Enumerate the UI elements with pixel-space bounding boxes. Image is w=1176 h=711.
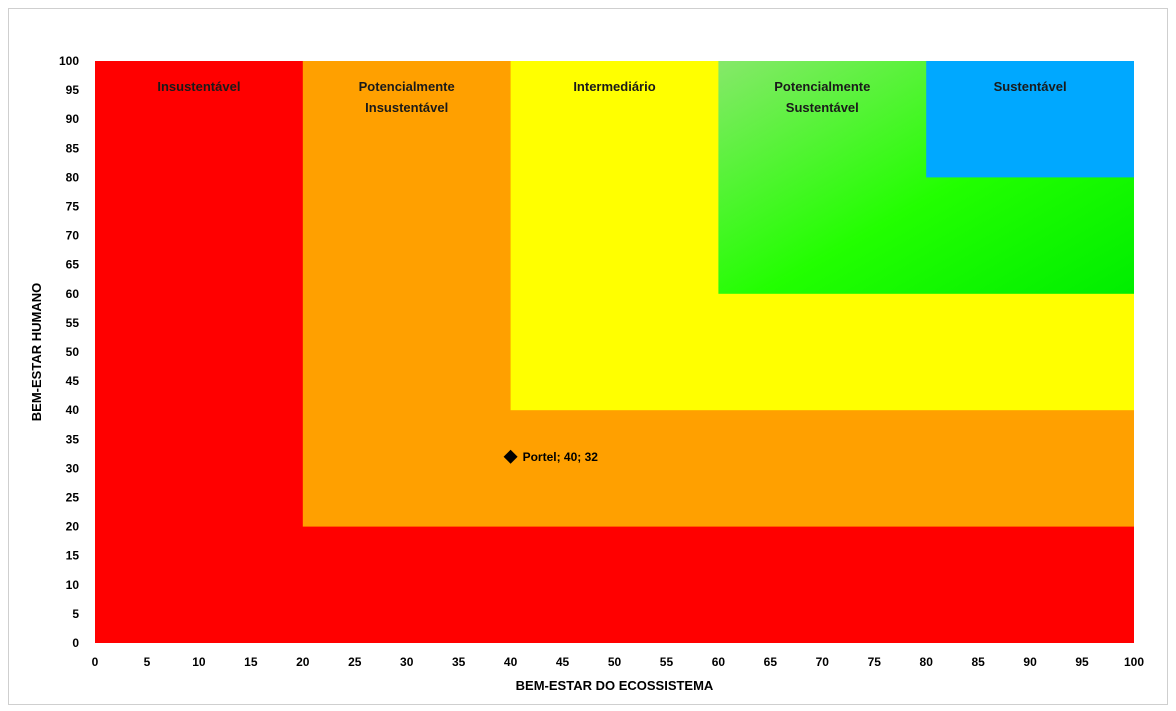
y-tick-label: 30 xyxy=(66,461,80,475)
y-tick-label: 10 xyxy=(66,578,80,592)
x-tick-label: 70 xyxy=(816,655,830,669)
y-tick-label: 15 xyxy=(66,549,80,563)
x-tick-label: 25 xyxy=(348,655,362,669)
y-tick-label: 95 xyxy=(66,83,80,97)
x-tick-label: 90 xyxy=(1023,655,1037,669)
y-tick-label: 0 xyxy=(72,636,79,650)
zone-label-5: Sustentável xyxy=(994,79,1067,94)
zone-label-4: Potencialmente Sustentável xyxy=(774,79,870,115)
y-tick-label: 5 xyxy=(72,607,79,621)
x-axis-ticks: 0 5 10 15 20 25 30 35 40 45 50 55 60 65 70 75 80 85 90 95 10… xyxy=(92,655,1145,669)
zone-5 xyxy=(926,61,1134,178)
y-tick-label: 65 xyxy=(66,258,80,272)
x-tick-label: 55 xyxy=(660,655,674,669)
x-tick-label: 60 xyxy=(712,655,726,669)
x-tick-label: 45 xyxy=(556,655,570,669)
y-axis-title: BEM-ESTAR HUMANO xyxy=(29,283,44,421)
x-tick-label: 35 xyxy=(452,655,466,669)
zone-labels-layer: Insustentável Potencialmente Insustentável… xyxy=(157,79,1066,115)
x-tick-label: 80 xyxy=(920,655,934,669)
y-tick-label: 55 xyxy=(66,316,80,330)
x-tick-label: 40 xyxy=(504,655,518,669)
x-tick-label: 5 xyxy=(144,655,151,669)
x-tick-label: 0 xyxy=(92,655,99,669)
y-tick-label: 100 xyxy=(59,54,79,68)
y-tick-label: 50 xyxy=(66,345,80,359)
zone-label-2: Potencialmente Insustentável xyxy=(359,79,455,115)
y-tick-label: 45 xyxy=(66,374,80,388)
x-tick-label: 100 xyxy=(1124,655,1144,669)
y-tick-label: 75 xyxy=(66,200,80,214)
y-tick-label: 25 xyxy=(66,491,80,505)
y-axis-ticks: 0 5 10 15 20 25 30 35 40 45 50 55 60 65 70 75 80 85 90 95 10… xyxy=(59,54,79,650)
x-tick-label: 50 xyxy=(608,655,622,669)
x-tick-label: 20 xyxy=(296,655,310,669)
y-tick-label: 90 xyxy=(66,112,80,126)
points-layer: Portel; 40; 32 xyxy=(503,449,599,464)
y-tick-label: 85 xyxy=(66,141,80,155)
y-tick-label: 20 xyxy=(66,520,80,534)
x-tick-label: 95 xyxy=(1075,655,1089,669)
y-tick-label: 60 xyxy=(66,287,80,301)
x-tick-label: 65 xyxy=(764,655,778,669)
chart-svg: Insustentável Potencialmente Insustentável… xyxy=(29,54,1145,693)
data-point-marker xyxy=(503,449,518,464)
zone-label-1: Insustentável xyxy=(157,79,240,94)
chart-frame: Insustentável Potencialmente Insustentável… xyxy=(8,8,1168,705)
y-tick-label: 40 xyxy=(66,403,80,417)
zones-layer xyxy=(95,61,1135,643)
x-tick-label: 15 xyxy=(244,655,258,669)
zone-label-3: Intermediário xyxy=(573,79,655,94)
y-tick-label: 80 xyxy=(66,170,80,184)
x-axis-title: BEM-ESTAR DO ECOSSISTEMA xyxy=(516,678,714,693)
x-tick-label: 85 xyxy=(971,655,985,669)
x-tick-label: 10 xyxy=(192,655,206,669)
y-tick-label: 70 xyxy=(66,229,80,243)
x-tick-label: 30 xyxy=(400,655,414,669)
data-point-label: Portel; 40; 32 xyxy=(523,450,599,464)
x-tick-label: 75 xyxy=(868,655,882,669)
y-tick-label: 35 xyxy=(66,432,80,446)
